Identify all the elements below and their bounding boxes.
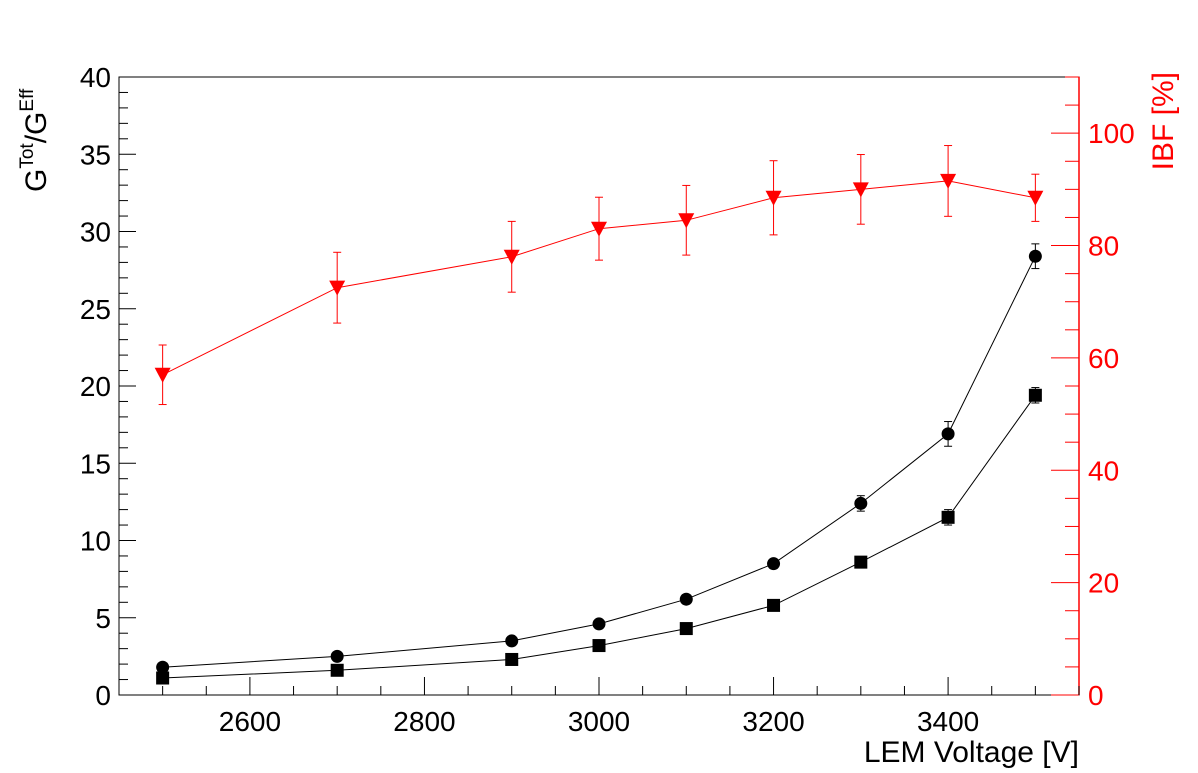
data-point [940, 173, 957, 189]
y2-tick-label: 40 [1088, 455, 1119, 486]
y2-tick-label: 80 [1088, 231, 1119, 262]
y2-tick-label: 0 [1088, 680, 1104, 711]
data-point [767, 557, 781, 571]
data-point [852, 182, 869, 198]
y-title-sup1: Tot [17, 143, 38, 169]
x-tick-label: 3200 [742, 706, 804, 737]
y-title-base2: G [20, 112, 53, 135]
data-point [765, 190, 782, 206]
data-point [156, 671, 170, 685]
x-tick-label: 3000 [568, 706, 630, 737]
x-axis-title: LEM Voltage [V] [864, 736, 1079, 769]
y-axis-right: 0 20 40 60 80 100 [1051, 76, 1135, 711]
data-point [767, 598, 781, 612]
data-point [505, 634, 519, 648]
y-axis-left: 0 5 10 15 20 25 30 35 40 [80, 62, 136, 711]
y2-tick-label: 20 [1088, 568, 1119, 599]
y-tick-label: 20 [80, 371, 111, 402]
y-title-base1: G [20, 169, 53, 192]
y-tick-label: 40 [80, 62, 111, 93]
y2-tick-label: 60 [1088, 343, 1119, 374]
y-title-sup2: Eff [17, 88, 38, 112]
series-triangle-down [154, 145, 1044, 406]
y-title-sep: / [20, 134, 53, 143]
y-tick-label: 25 [80, 294, 111, 325]
data-point [156, 660, 170, 674]
data-point [941, 510, 955, 524]
data-point [854, 555, 868, 569]
plot-frame [118, 76, 1080, 696]
y-tick-label: 35 [80, 139, 111, 170]
data-point [592, 617, 606, 631]
data-point [592, 639, 606, 653]
data-point [1028, 388, 1042, 402]
data-point [941, 427, 955, 441]
series-circle [156, 243, 1042, 674]
series-layer [154, 145, 1044, 685]
data-point [329, 280, 346, 296]
data-point [1028, 249, 1042, 263]
data-point [678, 213, 695, 229]
x-tick-label: 3400 [917, 706, 979, 737]
series-line [162, 395, 1036, 679]
data-point [679, 622, 693, 636]
data-point [505, 652, 519, 666]
data-point [330, 649, 344, 663]
x-tick-label: 2800 [393, 706, 455, 737]
y2-axis-title: IBF [%] [1147, 72, 1180, 170]
y2-tick-label: 100 [1088, 118, 1135, 149]
y-tick-label: 30 [80, 217, 111, 248]
y-tick-label: 0 [95, 680, 111, 711]
series-line [162, 255, 1036, 668]
y-tick-label: 15 [80, 448, 111, 479]
x-axis: 2600 2800 3000 3200 3400 [162, 677, 1080, 737]
x-tick-label: 2600 [219, 706, 281, 737]
data-point [679, 592, 693, 606]
data-point [591, 221, 607, 237]
series-square [156, 387, 1042, 685]
y-tick-label: 10 [80, 526, 111, 557]
data-point [154, 367, 171, 383]
y-axis-title: GTot/GEff [17, 88, 53, 192]
y-tick-label: 5 [95, 603, 111, 634]
data-point [1027, 190, 1044, 206]
data-point [330, 663, 344, 677]
svg-text:GTot/GEff: GTot/GEff [17, 88, 53, 192]
data-point [854, 496, 868, 510]
data-point [503, 249, 520, 265]
